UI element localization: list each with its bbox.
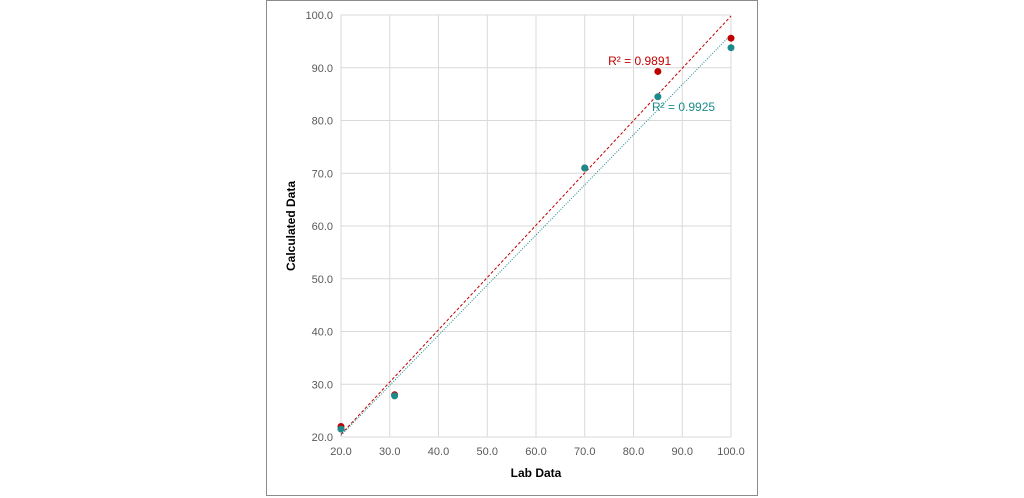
data-point-series-1: [727, 34, 735, 42]
data-point-series-2: [337, 425, 345, 433]
x-tick-label: 90.0: [672, 446, 693, 458]
x-tick-label: 60.0: [525, 446, 546, 458]
x-axis-title: Lab Data: [511, 466, 562, 480]
trendlines: [340, 15, 732, 436]
y-tick-label: 20.0: [312, 432, 333, 444]
x-tick-label: 70.0: [574, 446, 595, 458]
data-point-series-2: [727, 44, 735, 52]
y-tick-label: 30.0: [312, 379, 333, 391]
x-tick-label: 50.0: [477, 446, 498, 458]
trendline-series-1: [340, 15, 732, 435]
x-tick-label: 80.0: [623, 446, 644, 458]
x-tick-label: 30.0: [379, 446, 400, 458]
y-tick-label: 60.0: [312, 221, 333, 233]
y-tick-label: 80.0: [312, 116, 333, 128]
x-tick-label: 20.0: [330, 446, 351, 458]
y-tick-label: 40.0: [312, 327, 333, 339]
chart-frame: 20.0 30.0 40.0 50.0 60.0 70.0 80.0 90.0 100.0 20.…: [266, 0, 758, 496]
y-tick-label: 50.0: [312, 274, 333, 286]
tick-labels: 20.0 30.0 40.0 50.0 60.0 70.0 80.0 90.0 100.0 20.…: [305, 10, 744, 458]
trendline-series-2: [340, 34, 732, 436]
x-tick-label: 100.0: [717, 446, 745, 458]
r-squared-labels: R² = 0.9891 R² = 0.9925: [608, 54, 715, 114]
r-squared-label-series-2: R² = 0.9925: [652, 100, 715, 114]
data-points: [337, 34, 735, 433]
y-tick-label: 90.0: [312, 63, 333, 75]
data-point-series-2: [654, 93, 662, 101]
scatter-chart: 20.0 30.0 40.0 50.0 60.0 70.0 80.0 90.0 100.0 20.…: [284, 10, 745, 480]
data-point-series-2: [391, 392, 399, 400]
r-squared-label-series-1: R² = 0.9891: [608, 54, 671, 68]
data-point-series-2: [581, 164, 589, 172]
y-axis-title: Calculated Data: [284, 181, 298, 271]
y-tick-label: 70.0: [312, 168, 333, 180]
x-tick-label: 40.0: [428, 446, 449, 458]
gridlines: [340, 14, 732, 438]
y-tick-label: 100.0: [305, 10, 333, 22]
data-point-series-1: [654, 67, 662, 75]
